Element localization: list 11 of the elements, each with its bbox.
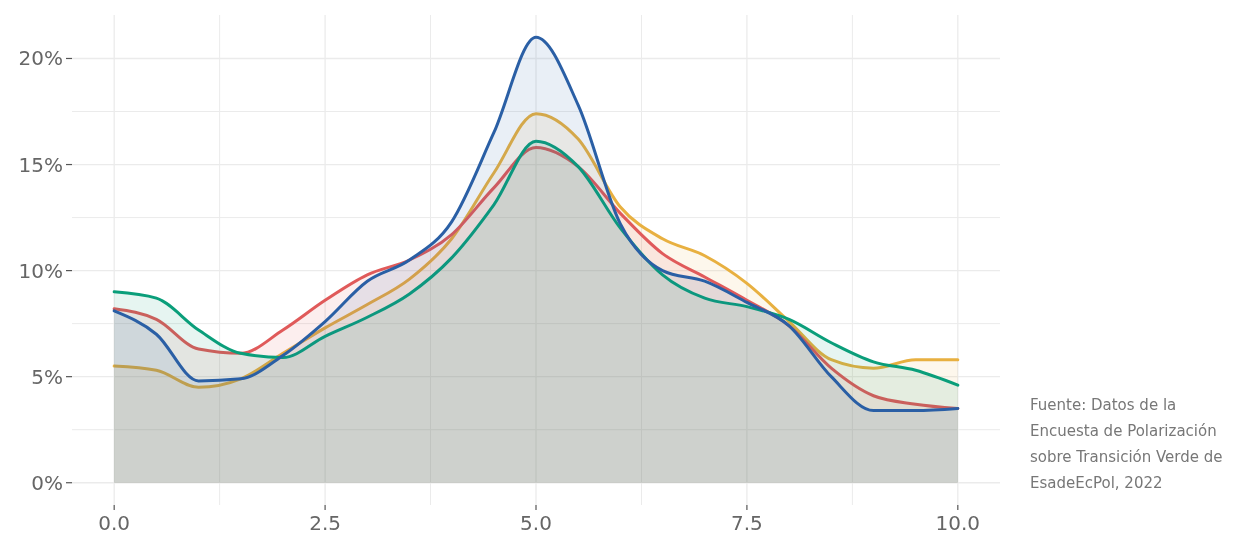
y-tick-label: 0% xyxy=(31,470,63,495)
y-tick-label: 5% xyxy=(31,364,63,389)
y-tick-label: 10% xyxy=(18,258,63,283)
x-tick-label: 7.5 xyxy=(731,511,763,535)
y-tick-label: 20% xyxy=(18,46,63,71)
source-note: Fuente: Datos de la Encuesta de Polarización sobre Transición Verde de EsadeEcPol, 2022 xyxy=(1030,396,1223,492)
x-tick-label: 0.0 xyxy=(98,511,131,535)
x-tick-label: 5.0 xyxy=(520,511,552,535)
x-tick-label: 2.5 xyxy=(309,511,341,535)
x-tick-label: 10.0 xyxy=(935,511,981,535)
y-tick-label: 15% xyxy=(18,152,63,177)
